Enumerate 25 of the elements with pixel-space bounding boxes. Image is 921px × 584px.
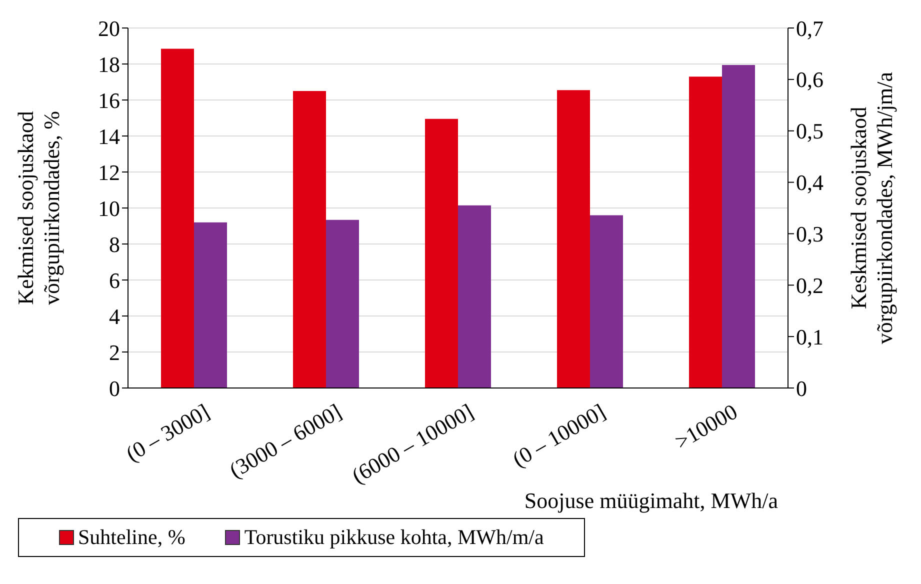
y-tick-label: 20 xyxy=(98,16,120,41)
y2-tick-label: 0,7 xyxy=(796,16,824,41)
legend-label: Torustiku pikkuse kohta, MWh/m/a xyxy=(243,525,544,550)
y2-tick-label: 0,1 xyxy=(796,324,824,350)
y2-tick-label: 0,6 xyxy=(796,67,824,92)
bar xyxy=(161,48,194,388)
y-tick-label: 0 xyxy=(109,376,120,401)
y2-tick-label: 0,3 xyxy=(796,222,824,247)
y-tick-label: 18 xyxy=(98,52,120,77)
y-tick-label: 6 xyxy=(109,268,120,293)
y-tick-label: 14 xyxy=(98,124,120,149)
y-tick-label: 16 xyxy=(98,88,120,113)
y2-tick-label: 0 xyxy=(796,376,807,401)
y2-tick-label: 0,5 xyxy=(796,118,824,144)
y-tick-label: 8 xyxy=(109,232,120,257)
legend-label: Suhteline, % xyxy=(77,525,186,550)
y-tick-label: 12 xyxy=(98,160,120,185)
y-axis-title: Kekmised soojuskaod võrgupiirkondades, % xyxy=(13,111,64,305)
y2-axis-title: Keskmised soojuskaod võrgupiirkondades, MWh/jm/a xyxy=(846,72,897,344)
y2-tick-label: 0,2 xyxy=(796,272,824,298)
y2-tick-label: 0,4 xyxy=(796,170,824,196)
x-axis-title: Soojuse müügimaht, MWh/a xyxy=(524,488,778,513)
y-tick-label: 10 xyxy=(98,196,120,221)
y-tick-label: 2 xyxy=(109,340,120,365)
y-tick-label: 4 xyxy=(109,304,120,329)
